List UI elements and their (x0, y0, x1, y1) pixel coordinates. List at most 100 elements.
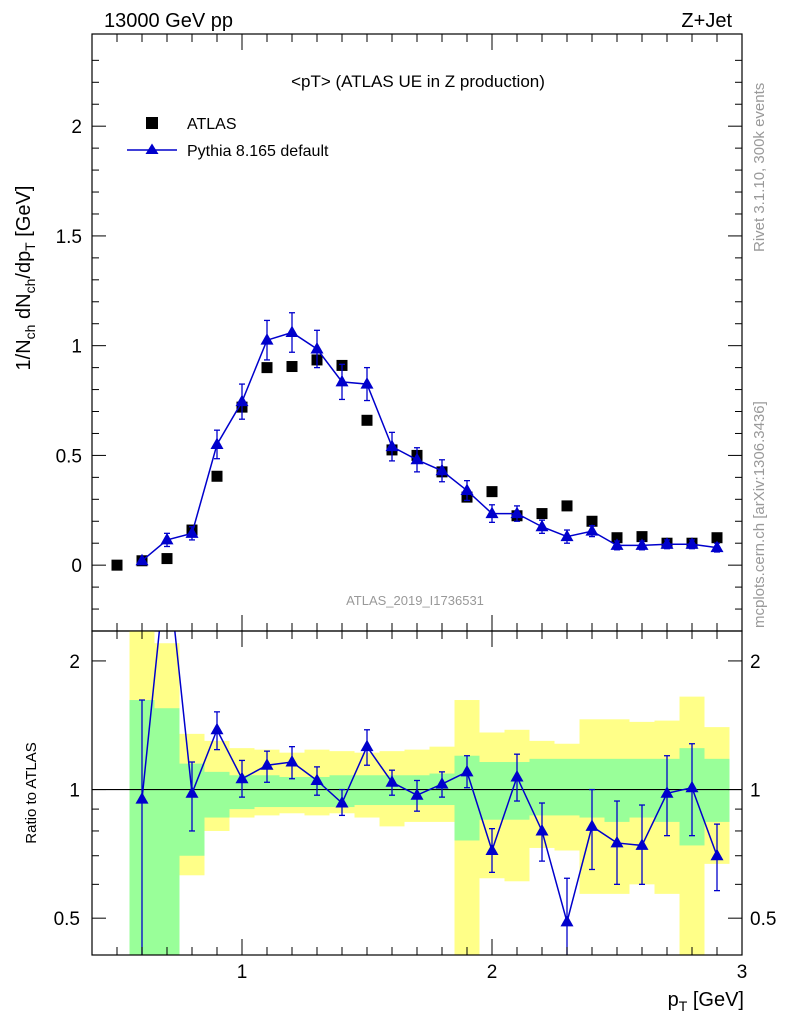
ratio-point (335, 796, 349, 808)
pythia-point (685, 537, 699, 549)
atlas-point (161, 553, 173, 565)
pythia-point (510, 506, 524, 519)
ratio-point (285, 755, 299, 767)
ratio-ytick-label: 1 (69, 781, 80, 802)
atlas-point (261, 362, 273, 374)
ratio-y-axis-label: Ratio to ATLAS (23, 742, 40, 843)
ratio-point (210, 722, 224, 735)
ratio-point (435, 777, 449, 789)
pythia-point (585, 524, 599, 536)
analysis-watermark: ATLAS_2019_I1736531 (346, 593, 484, 608)
ratio-point (685, 780, 699, 793)
pythia-point (335, 374, 349, 387)
atlas-point (636, 531, 648, 543)
ratio-point (410, 788, 424, 800)
pythia-point (310, 341, 324, 354)
ratio-point (185, 786, 199, 798)
atlas-point (111, 559, 123, 571)
chart-title: <pT> (ATLAS UE in Z production) (291, 72, 545, 91)
header-left-label: 13000 GeV pp (104, 10, 233, 32)
ratio-point (360, 739, 374, 752)
main-ytick-label: 0.5 (56, 446, 82, 467)
pythia-point (135, 553, 149, 566)
pythia-point (660, 537, 674, 549)
ratio-point (660, 786, 674, 798)
atlas-point (211, 470, 223, 482)
ratio-panel: 0.5 0.5 1 1 2 2 1 2 3 Ratio to ATLAS (23, 630, 776, 983)
main-ytick-label: 0 (71, 556, 82, 577)
atlas-point (286, 361, 298, 373)
legend-pythia-marker (145, 143, 159, 154)
ratio-uncertainty-bands (129, 631, 730, 955)
ratio-point (610, 835, 624, 848)
main-ytick-label: 2 (71, 117, 82, 138)
pythia-point (260, 333, 274, 345)
pythia-point (460, 483, 474, 496)
pythia-point (610, 538, 624, 550)
main-axis-ticks: 0 0.5 1 1.5 2 (56, 34, 742, 632)
ratio-point (460, 764, 474, 777)
stat-band-bin (154, 708, 180, 955)
pythia-point (435, 463, 449, 476)
atlas-point (536, 508, 548, 520)
pythia-point (235, 394, 249, 407)
header-right-label: Z+Jet (681, 10, 732, 32)
ratio-axis-ticks: 0.5 0.5 1 1 2 2 1 2 3 (54, 631, 776, 983)
main-y-axis-label: 1/Nch dNch/dpT [GeV] (13, 186, 38, 371)
pythia-point (560, 529, 574, 542)
ratio-ytick-label: 0.5 (54, 909, 80, 930)
pythia-point (285, 325, 299, 337)
main-panel: 0 0.5 1 1.5 2 <pT> (ATLAS UE in Z production… (13, 33, 743, 632)
atlas-point (586, 515, 598, 527)
pythia-point (535, 519, 549, 532)
ratio-ytick-label-right: 2 (750, 652, 761, 673)
ratio-point (635, 838, 649, 850)
pythia-point (385, 439, 399, 452)
pythia-point (185, 526, 199, 538)
pythia-point (485, 506, 499, 519)
ratio-point (710, 848, 724, 861)
ratio-point (260, 758, 274, 770)
atlas-point (711, 532, 723, 544)
pythia-point (635, 538, 649, 550)
stat-band-bin (704, 758, 730, 822)
main-ytick-label: 1.5 (56, 227, 82, 248)
xtick-label: 3 (737, 962, 748, 983)
legend: ATLAS Pythia 8.165 default (127, 116, 329, 160)
stat-band-bin (279, 776, 305, 808)
ratio-point (385, 775, 399, 787)
pythia-point (410, 452, 424, 465)
ratio-point (560, 914, 574, 927)
xtick-label: 1 (237, 962, 248, 983)
ratio-point (510, 769, 524, 782)
x-axis-label: pT [GeV] (668, 989, 744, 1014)
pythia-point (360, 377, 374, 389)
ratio-point (485, 843, 499, 856)
pythia-point (710, 540, 724, 553)
legend-atlas-label: ATLAS (187, 116, 237, 133)
stat-band-bin (479, 762, 505, 820)
ratio-ytick-label-right: 0.5 (750, 909, 776, 930)
atlas-point (561, 500, 573, 512)
ratio-point (310, 773, 324, 785)
stat-band-bin (204, 771, 230, 818)
pythia-point (210, 437, 224, 449)
main-data-marks (111, 312, 724, 571)
atlas-point (361, 414, 373, 426)
pythia-point (160, 532, 174, 545)
atlas-point (486, 486, 498, 498)
atlas-point (611, 532, 623, 544)
stat-band-bin (554, 758, 580, 816)
rivet-label: Rivet 3.1.10, 300k events (751, 83, 768, 252)
ratio-ytick-label-right: 1 (750, 781, 761, 802)
legend-atlas-marker (146, 117, 158, 129)
ratio-point (135, 792, 149, 804)
ratio-series-group (135, 631, 724, 955)
ratio-ytick-label: 2 (69, 652, 80, 673)
ratio-data-marks (135, 631, 724, 955)
xtick-label: 2 (487, 962, 498, 983)
legend-pythia-label: Pythia 8.165 default (187, 143, 329, 160)
mcplots-label: mcplots.cern.ch [arXiv:1306.3436] (751, 401, 768, 628)
ratio-point (585, 819, 599, 831)
